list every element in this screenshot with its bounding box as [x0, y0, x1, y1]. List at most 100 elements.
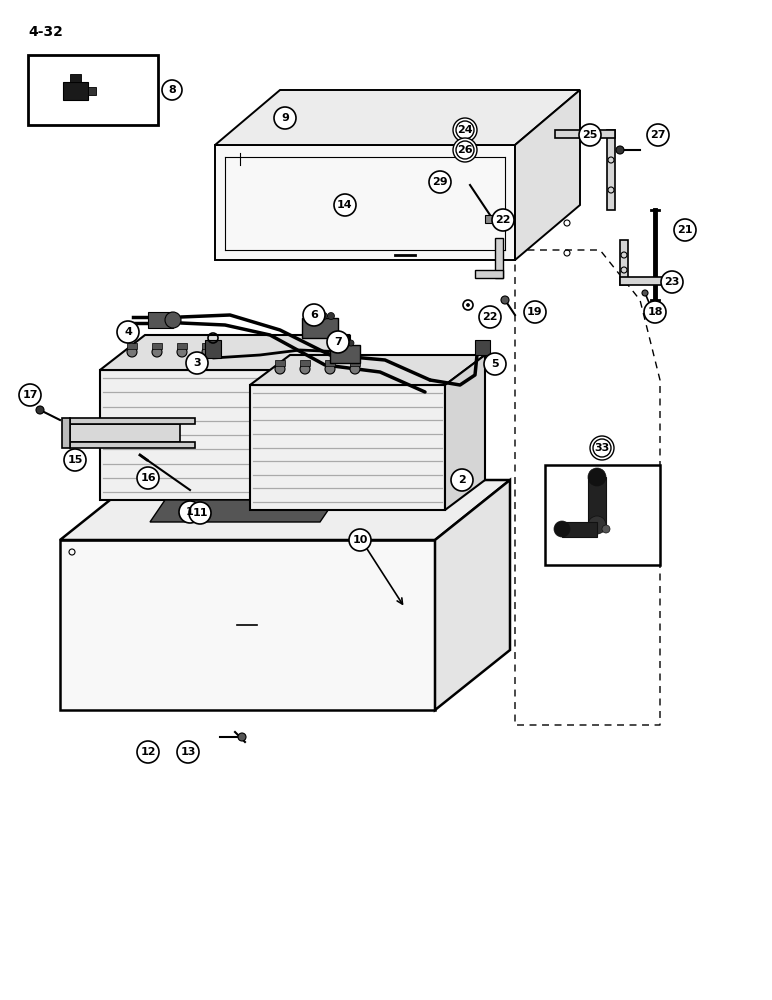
- Text: 11: 11: [192, 508, 208, 518]
- Polygon shape: [70, 424, 180, 442]
- Circle shape: [674, 219, 696, 241]
- Text: 22: 22: [482, 312, 498, 322]
- Text: 10: 10: [352, 535, 367, 545]
- Bar: [127, 343, 137, 349]
- Text: 17: 17: [22, 390, 38, 400]
- Polygon shape: [62, 418, 70, 448]
- Polygon shape: [215, 145, 515, 260]
- Circle shape: [334, 340, 340, 346]
- Polygon shape: [495, 238, 503, 278]
- Circle shape: [429, 171, 451, 193]
- Polygon shape: [150, 500, 335, 522]
- Circle shape: [661, 271, 683, 293]
- Text: 3: 3: [193, 358, 201, 368]
- Text: 1: 1: [186, 507, 194, 517]
- Polygon shape: [555, 130, 615, 138]
- Circle shape: [590, 436, 614, 460]
- Circle shape: [453, 138, 477, 162]
- Polygon shape: [515, 90, 580, 260]
- Bar: [202, 343, 212, 349]
- Text: 23: 23: [665, 277, 679, 287]
- Text: 6: 6: [310, 310, 318, 320]
- Circle shape: [554, 521, 570, 537]
- Text: 5: 5: [491, 359, 499, 369]
- Text: 19: 19: [527, 307, 543, 317]
- Circle shape: [647, 124, 669, 146]
- Bar: [562, 522, 597, 537]
- Bar: [28, 55, 158, 125]
- Bar: [325, 360, 335, 366]
- Circle shape: [524, 301, 546, 323]
- Circle shape: [325, 364, 335, 374]
- Circle shape: [19, 384, 41, 406]
- Circle shape: [644, 301, 666, 323]
- Text: 16: 16: [141, 473, 156, 483]
- Polygon shape: [607, 130, 615, 210]
- Circle shape: [588, 468, 606, 486]
- Polygon shape: [70, 442, 195, 448]
- Circle shape: [306, 312, 313, 320]
- Circle shape: [492, 209, 514, 231]
- Circle shape: [588, 516, 606, 534]
- Circle shape: [327, 331, 349, 353]
- Circle shape: [479, 306, 501, 328]
- Polygon shape: [330, 345, 360, 363]
- Circle shape: [162, 80, 182, 100]
- Text: 8: 8: [168, 85, 176, 95]
- Polygon shape: [70, 74, 81, 82]
- Circle shape: [349, 529, 371, 551]
- Circle shape: [303, 304, 325, 326]
- Text: 9: 9: [281, 113, 289, 123]
- Circle shape: [64, 449, 86, 471]
- Circle shape: [202, 347, 212, 357]
- Polygon shape: [205, 340, 221, 358]
- Circle shape: [300, 364, 310, 374]
- Polygon shape: [485, 215, 495, 223]
- Circle shape: [320, 312, 327, 320]
- Text: 14: 14: [337, 200, 353, 210]
- Text: 13: 13: [181, 747, 195, 757]
- Bar: [152, 343, 162, 349]
- Circle shape: [327, 312, 334, 320]
- Polygon shape: [302, 318, 338, 338]
- Circle shape: [350, 364, 360, 374]
- Circle shape: [501, 296, 509, 304]
- Polygon shape: [100, 370, 305, 500]
- Text: 26: 26: [457, 145, 472, 155]
- Circle shape: [137, 741, 159, 763]
- Text: 7: 7: [334, 337, 342, 347]
- Text: 12: 12: [141, 747, 156, 757]
- Polygon shape: [250, 385, 445, 510]
- Text: 2: 2: [458, 475, 466, 485]
- Circle shape: [179, 501, 201, 523]
- Circle shape: [152, 347, 162, 357]
- Circle shape: [341, 340, 347, 346]
- Polygon shape: [620, 240, 628, 285]
- Text: 33: 33: [594, 443, 610, 453]
- Circle shape: [189, 502, 211, 524]
- Circle shape: [466, 304, 469, 306]
- Circle shape: [238, 733, 246, 741]
- Bar: [350, 360, 360, 366]
- Text: 15: 15: [67, 455, 83, 465]
- Text: 25: 25: [582, 130, 598, 140]
- Circle shape: [484, 353, 506, 375]
- Polygon shape: [435, 480, 510, 710]
- Circle shape: [313, 312, 320, 320]
- Circle shape: [453, 118, 477, 142]
- Bar: [177, 343, 187, 349]
- Circle shape: [579, 124, 601, 146]
- Circle shape: [165, 312, 181, 328]
- Bar: [275, 360, 285, 366]
- Circle shape: [334, 194, 356, 216]
- Polygon shape: [305, 335, 350, 500]
- Text: 27: 27: [650, 130, 665, 140]
- Text: 4-32: 4-32: [28, 25, 63, 39]
- Circle shape: [36, 406, 44, 414]
- Circle shape: [616, 146, 624, 154]
- Polygon shape: [60, 540, 435, 710]
- Polygon shape: [250, 355, 485, 385]
- Polygon shape: [63, 82, 88, 100]
- Circle shape: [642, 290, 648, 296]
- Text: 18: 18: [647, 307, 662, 317]
